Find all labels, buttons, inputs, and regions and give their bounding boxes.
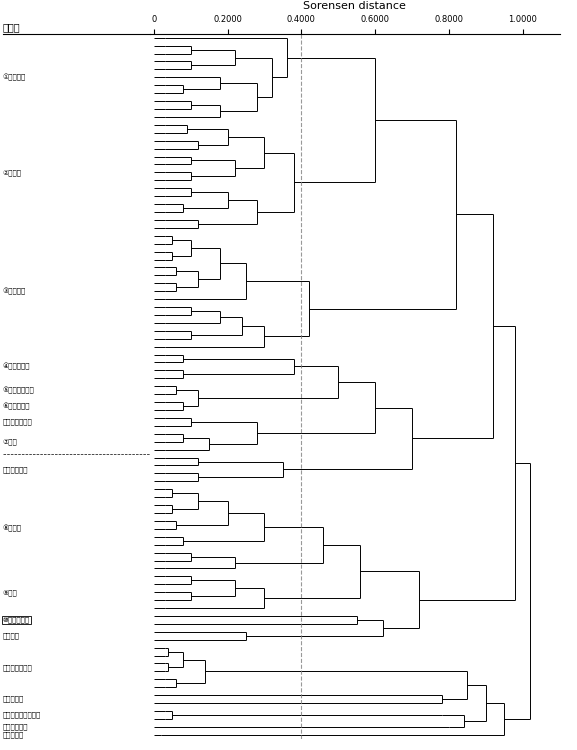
Text: ⑫モウソウチク: ⑫モウソウチク bbox=[3, 664, 33, 670]
Text: ④ウバメガシ: ④ウバメガシ bbox=[3, 363, 31, 370]
Text: ⑮クチヤナギ: ⑮クチヤナギ bbox=[3, 724, 28, 730]
Text: ⑩多種優勢占: ⑩多種優勢占 bbox=[3, 616, 30, 623]
Text: ⑥イチイガシ: ⑥イチイガシ bbox=[3, 403, 31, 410]
Text: ①アカガシ: ①アカガシ bbox=[3, 74, 26, 81]
Text: ⑨スギ: ⑨スギ bbox=[3, 589, 18, 596]
Text: シブラジイ優占: シブラジイ優占 bbox=[3, 419, 33, 425]
Text: ⑧ヒノキ: ⑧ヒノキ bbox=[3, 525, 22, 532]
X-axis label: Sorensen distance: Sorensen distance bbox=[304, 2, 406, 11]
Text: ③アカマツ: ③アカマツ bbox=[3, 287, 26, 295]
Text: スデジイ優占: スデジイ優占 bbox=[3, 466, 28, 472]
Text: ⑤シリブカガシ: ⑤シリブカガシ bbox=[3, 386, 35, 394]
Text: ⑪マツケ: ⑪マツケ bbox=[3, 632, 20, 639]
Text: ⑭ムクノキ・ケヤキ: ⑭ムクノキ・ケヤキ bbox=[3, 712, 41, 718]
Text: 群落型: 群落型 bbox=[3, 22, 21, 32]
Text: ⑯ハンノキ: ⑯ハンノキ bbox=[3, 731, 24, 738]
Text: ⑦シイ: ⑦シイ bbox=[3, 438, 18, 445]
Text: ⑬クロマツ: ⑬クロマツ bbox=[3, 696, 24, 703]
Text: ②コナラ: ②コナラ bbox=[3, 169, 22, 176]
